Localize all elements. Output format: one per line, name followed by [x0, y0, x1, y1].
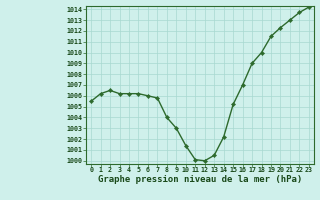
- X-axis label: Graphe pression niveau de la mer (hPa): Graphe pression niveau de la mer (hPa): [98, 175, 302, 184]
